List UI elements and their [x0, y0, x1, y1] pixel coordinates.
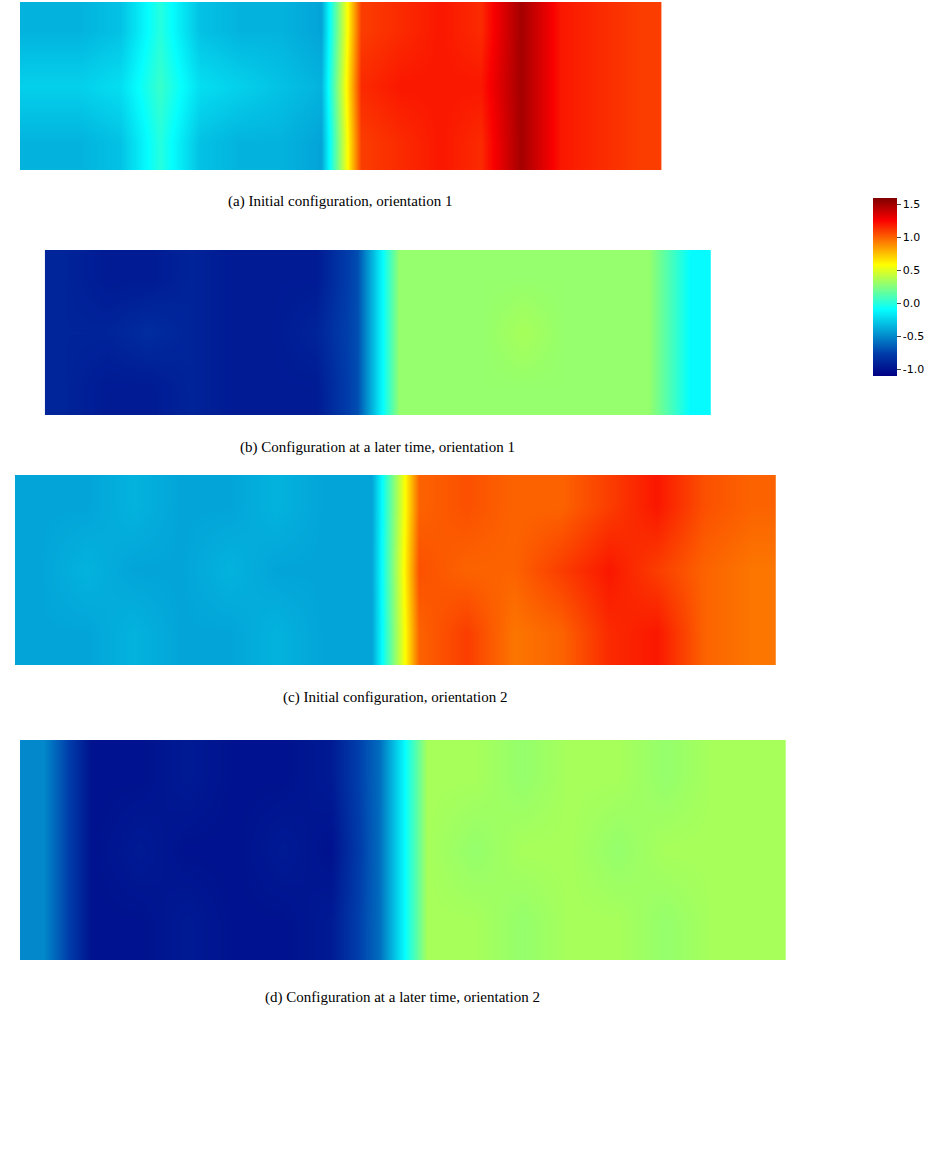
svg-text:1.5: 1.5 [903, 198, 921, 211]
svg-text:0.5: 0.5 [903, 264, 921, 277]
svg-text:0.0: 0.0 [903, 297, 921, 310]
svg-text:(d) Configuration at a later t: (d) Configuration at a later time, orien… [265, 989, 540, 1006]
svg-text:(c) Initial configuration, ori: (c) Initial configuration, orientation 2 [283, 689, 508, 706]
svg-text:-0.5: -0.5 [903, 330, 924, 343]
svg-text:(a) Initial configuration, ori: (a) Initial configuration, orientation 1 [228, 193, 453, 210]
svg-text:1.0: 1.0 [903, 231, 921, 244]
svg-text:-1.0: -1.0 [903, 363, 924, 376]
svg-text:(b) Configuration at a later t: (b) Configuration at a later time, orien… [240, 439, 515, 456]
